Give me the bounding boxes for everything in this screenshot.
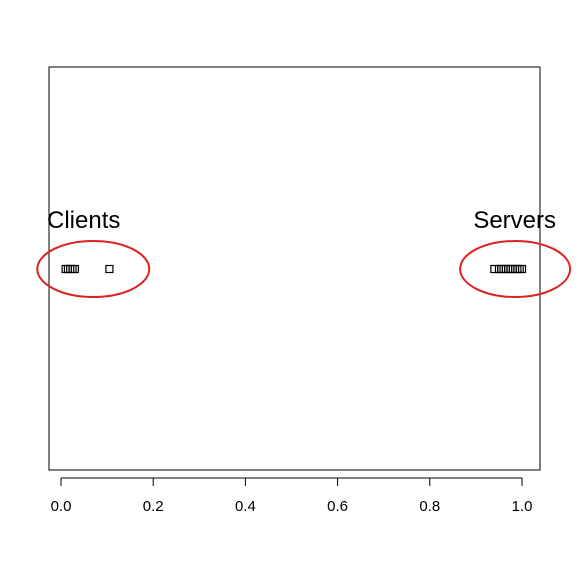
annotation-label: Clients <box>47 207 120 234</box>
data-point <box>504 264 513 274</box>
x-tick-label: 0.8 <box>419 498 440 515</box>
data-point <box>515 264 524 274</box>
data-point <box>63 264 73 274</box>
highlight-ellipse <box>459 240 572 298</box>
data-point <box>506 264 515 274</box>
x-tick-label: 0.2 <box>143 498 164 515</box>
data-point <box>70 264 79 274</box>
data-point <box>508 264 517 274</box>
data-point <box>490 264 499 274</box>
data-point <box>510 264 520 274</box>
annotations: Clients Servers <box>36 207 572 298</box>
highlight-ellipse <box>36 240 151 298</box>
data-point <box>66 264 75 274</box>
data-point <box>499 264 508 274</box>
data-points <box>61 264 527 274</box>
data-point <box>501 264 510 274</box>
data-point <box>513 264 522 274</box>
x-tick-label: 0.0 <box>51 498 72 515</box>
x-tick-label: 0.6 <box>327 498 348 515</box>
x-axis: 0.0 0.2 0.4 0.6 0.8 1.0 <box>51 477 533 515</box>
x-tick-label: 0.4 <box>235 498 256 515</box>
data-point <box>68 264 77 274</box>
data-point <box>517 264 527 274</box>
data-point <box>61 264 70 274</box>
x-tick-label: 1.0 <box>512 498 533 515</box>
plot-frame <box>48 66 541 471</box>
data-point <box>494 264 504 274</box>
data-point <box>105 264 114 274</box>
annotation-label: Servers <box>473 207 556 234</box>
data-point <box>497 264 506 274</box>
